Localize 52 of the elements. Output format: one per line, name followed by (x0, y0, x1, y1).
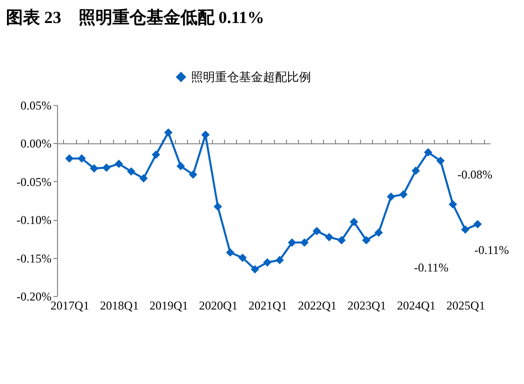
point (114, 160, 124, 168)
x-tick-label: 2023Q1 (347, 298, 386, 312)
point (102, 163, 111, 172)
point (226, 248, 234, 257)
legend-label: 照明重仓基金超配比例 (191, 70, 311, 84)
point (399, 190, 408, 199)
point (139, 174, 148, 183)
point (350, 218, 358, 226)
point (386, 192, 396, 201)
x-tick-label: 2022Q1 (298, 298, 337, 312)
point (238, 254, 247, 262)
point (312, 226, 321, 236)
y-tick-label: -0.05% (16, 174, 52, 189)
point (337, 236, 346, 244)
point (152, 150, 160, 159)
point (300, 238, 309, 247)
point (188, 170, 198, 179)
x-tick-label: 2024Q1 (396, 298, 436, 312)
x-tick-label: 2020Q1 (198, 298, 238, 312)
point (90, 164, 98, 173)
y-tick-label: -0.15% (16, 251, 52, 266)
point (436, 156, 445, 165)
point (263, 258, 272, 267)
point (374, 228, 383, 237)
point (176, 162, 185, 170)
y-tick-label: -0.10% (16, 213, 52, 228)
data-label: -0.08% (457, 167, 492, 182)
chart-title: 图表 23 照明重仓基金低配 0.11% (6, 7, 264, 29)
y-tick-label: -0.20% (16, 290, 52, 304)
point (127, 167, 136, 176)
point (250, 265, 260, 274)
x-tick-label: 2019Q1 (150, 298, 188, 312)
point (412, 166, 420, 175)
data-label: -0.11% (474, 243, 509, 258)
point (473, 220, 482, 228)
point (164, 128, 173, 137)
x-tick-label: 2021Q1 (248, 298, 288, 312)
x-tick-label: 2017Q1 (50, 298, 90, 312)
x-tick-label: 2018Q1 (100, 298, 139, 312)
y-tick-label: 0.05% (20, 98, 52, 112)
point (276, 256, 284, 264)
point (324, 232, 334, 242)
point (461, 225, 470, 234)
x-tick-label: 2025Q1 (446, 298, 486, 312)
point (214, 202, 222, 211)
point (78, 154, 86, 163)
point (288, 238, 296, 247)
point (362, 236, 370, 244)
data-label: -0.11% (414, 260, 449, 275)
point (424, 148, 432, 157)
point (448, 200, 458, 209)
y-tick-label: 0.00% (20, 136, 52, 151)
